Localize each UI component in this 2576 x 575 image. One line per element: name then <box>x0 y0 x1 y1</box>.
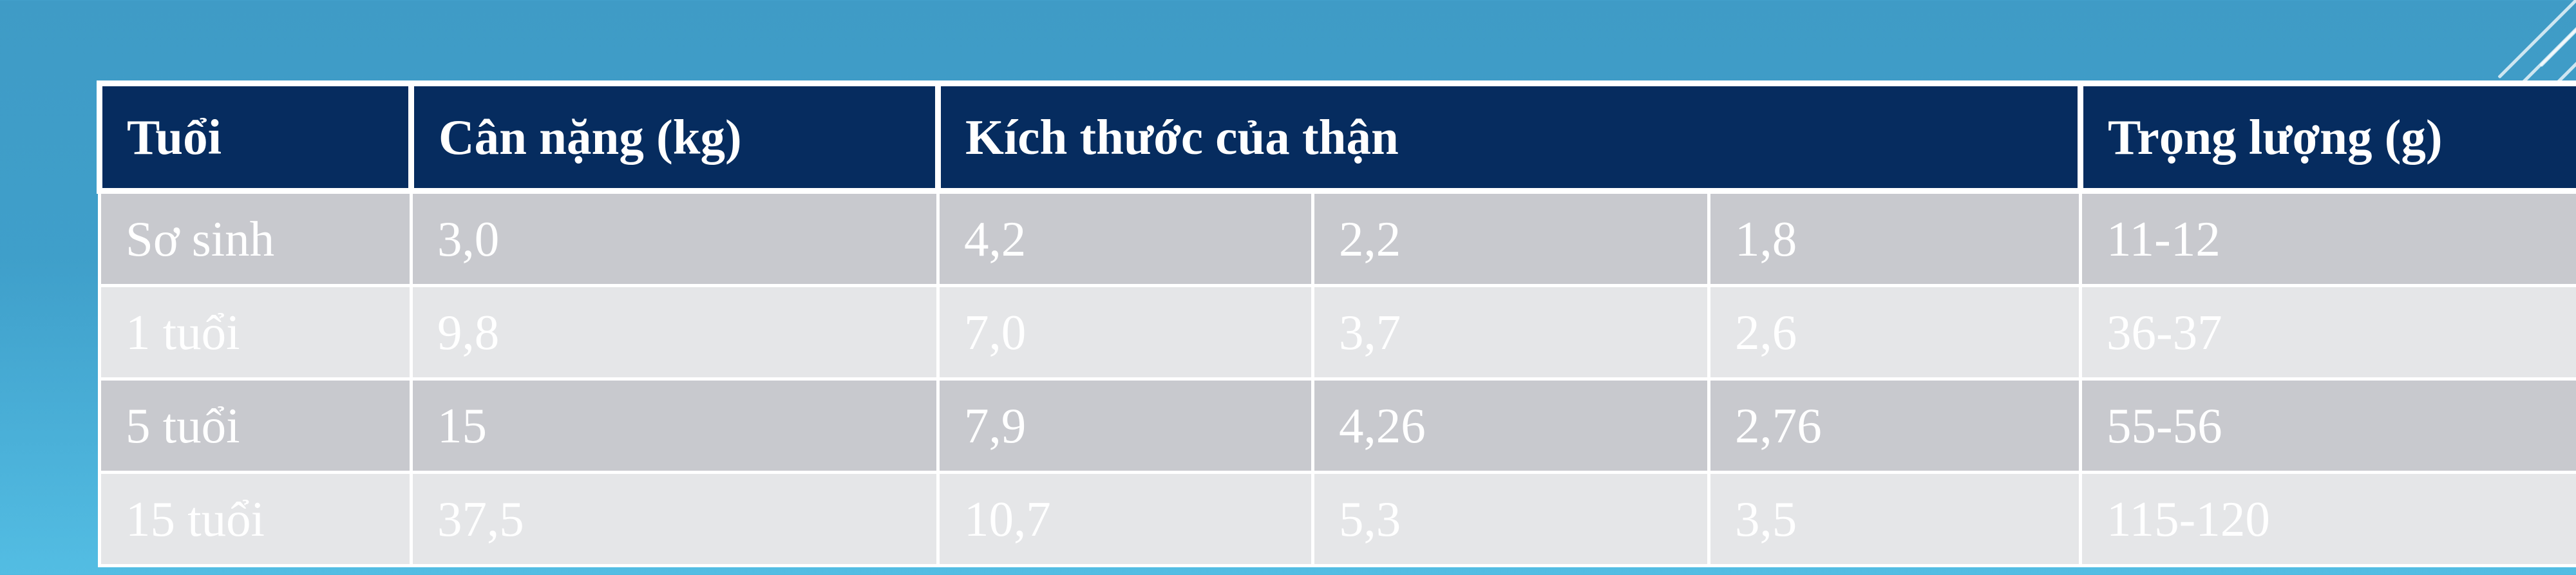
cell-weight: 9,8 <box>410 284 940 381</box>
cell-age: Sơ sinh <box>98 189 413 287</box>
decorative-stripes <box>2383 0 2576 90</box>
cell-size-1: 7,9 <box>936 377 1314 474</box>
cell-age: 15 tuổi <box>98 471 413 567</box>
cell-mass: 36-37 <box>2079 284 2576 381</box>
cell-size-1: 10,7 <box>936 471 1314 567</box>
cell-size-3: 3,5 <box>1707 471 2083 567</box>
cell-size-2: 4,26 <box>1311 377 1710 474</box>
header-age: Tuổi <box>97 80 414 194</box>
cell-size-2: 5,3 <box>1311 471 1710 567</box>
table-header-row: Tuổi Cân nặng (kg) Kích thước của thận T… <box>97 80 2576 194</box>
cell-weight: 3,0 <box>410 189 940 287</box>
kidney-size-table-container: Tuổi Cân nặng (kg) Kích thước của thận T… <box>97 80 2576 567</box>
cell-weight: 37,5 <box>410 471 940 567</box>
cell-size-2: 3,7 <box>1311 284 1710 381</box>
cell-size-3: 2,6 <box>1707 284 2083 381</box>
cell-size-3: 2,76 <box>1707 377 2083 474</box>
cell-weight: 15 <box>410 377 940 474</box>
cell-mass: 55-56 <box>2079 377 2576 474</box>
cell-age: 1 tuổi <box>98 284 413 381</box>
cell-age: 5 tuổi <box>98 377 413 474</box>
cell-size-3: 1,8 <box>1707 189 2083 287</box>
cell-size-1: 7,0 <box>936 284 1314 381</box>
cell-mass: 115-120 <box>2079 471 2576 567</box>
table-row: 5 tuổi 15 7,9 4,26 2,76 55-56 <box>98 377 2576 474</box>
header-kidney-size: Kích thước của thận <box>934 80 2084 194</box>
header-kidney-mass: Trọng lượng (g) <box>2078 80 2576 194</box>
kidney-size-table: Tuổi Cân nặng (kg) Kích thước của thận T… <box>97 80 2576 567</box>
cell-size-1: 4,2 <box>936 189 1314 287</box>
cell-mass: 11-12 <box>2079 189 2576 287</box>
table-row: 1 tuổi 9,8 7,0 3,7 2,6 36-37 <box>98 284 2576 381</box>
table-row: 15 tuổi 37,5 10,7 5,3 3,5 115-120 <box>98 471 2576 567</box>
header-weight: Cân nặng (kg) <box>408 80 941 194</box>
table-row: Sơ sinh 3,0 4,2 2,2 1,8 11-12 <box>98 189 2576 287</box>
cell-size-2: 2,2 <box>1311 189 1710 287</box>
